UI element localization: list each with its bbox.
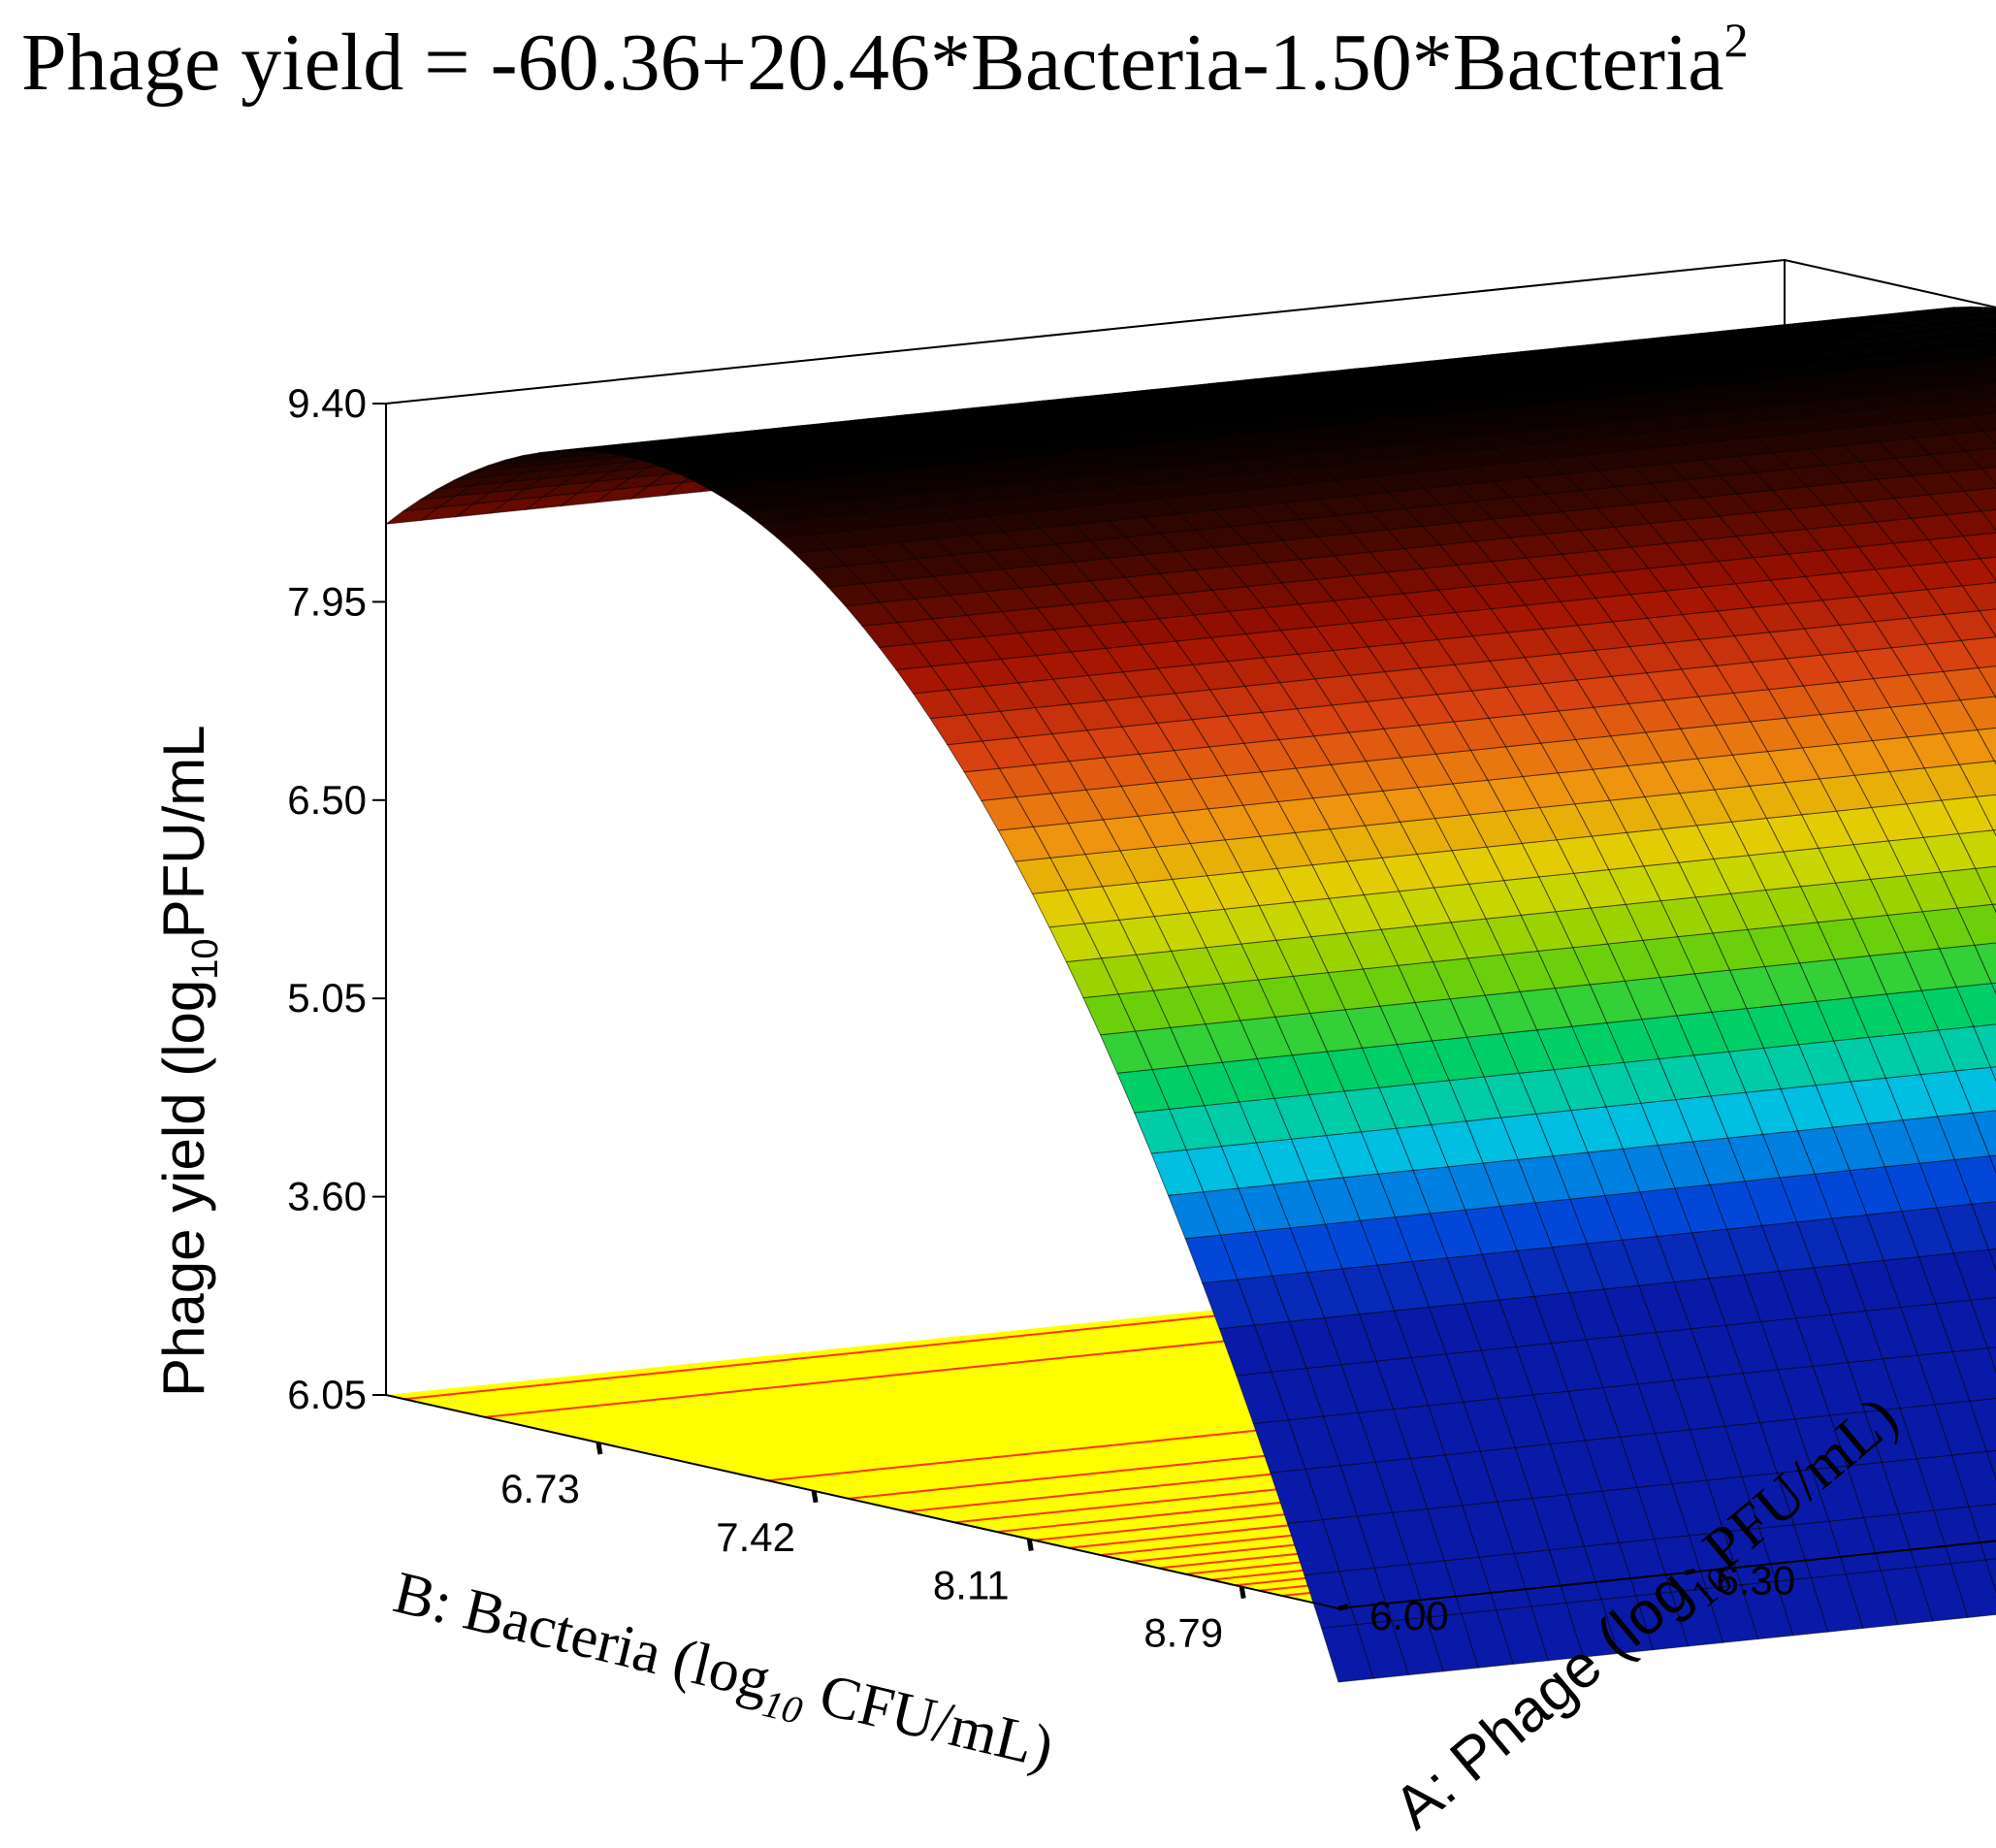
x-tick-label: 7.42 xyxy=(716,1514,795,1560)
z-axis-label: Phage yield (log10PFU/mL xyxy=(151,725,226,1397)
box-edge-front-y xyxy=(1337,1540,1996,1609)
x-tick-label: 6.73 xyxy=(500,1466,580,1511)
x-axis-label-unit: CFU/mL) xyxy=(799,1658,1060,1781)
z-tick-label: 7.95 xyxy=(287,578,367,624)
y-tick-label: 6.30 xyxy=(1717,1557,1796,1603)
chart-title-main: Phage yield = -60.36+20.46*Bacteria-1.50… xyxy=(21,17,1724,108)
y-tick-label: 6.00 xyxy=(1369,1593,1449,1638)
z-tick-label: 3.60 xyxy=(287,1174,367,1219)
box-edge-front-x xyxy=(385,1394,1339,1609)
z-tick-label: 9.40 xyxy=(287,380,367,426)
z-tick-label: 6.50 xyxy=(287,777,367,823)
z-axis-label-subscript: 10 xyxy=(185,938,226,979)
x-tick-label: 8.79 xyxy=(1143,1610,1223,1656)
x-tick-mark xyxy=(811,1490,819,1504)
z-tick-label: 6.05 xyxy=(287,1372,367,1417)
chart-title-superscript: 2 xyxy=(1724,13,1749,67)
x-tick-label: 8.11 xyxy=(933,1563,1010,1608)
box-edge-top-left xyxy=(385,259,1786,405)
box-edge-top-right xyxy=(1784,259,1996,308)
y-tick-mark xyxy=(1337,1604,1349,1611)
axis-ticks: 9.40 7.95 6.50 5.05 3.60 6.05 6.73 7.42 8.11 8.79… xyxy=(287,380,1796,1656)
x-axis-label-text: B: Bacteria (log xyxy=(388,1559,777,1713)
z-axis-label-unit: PFU/mL xyxy=(151,725,216,938)
response-surface xyxy=(384,306,1996,1683)
x-tick-mark xyxy=(596,1442,603,1455)
chart-title: Phage yield = -60.36+20.46*Bacteria-1.50… xyxy=(21,13,1749,108)
y-tick-mark xyxy=(1685,1568,1696,1575)
z-axis-label-text: Phage yield (log xyxy=(151,980,216,1397)
x-tick-mark xyxy=(1239,1586,1246,1600)
surface-cell xyxy=(384,506,440,525)
z-tick-label: 5.05 xyxy=(287,975,367,1021)
x-tick-mark xyxy=(1026,1539,1034,1552)
axis-box-front xyxy=(385,1394,1996,1609)
